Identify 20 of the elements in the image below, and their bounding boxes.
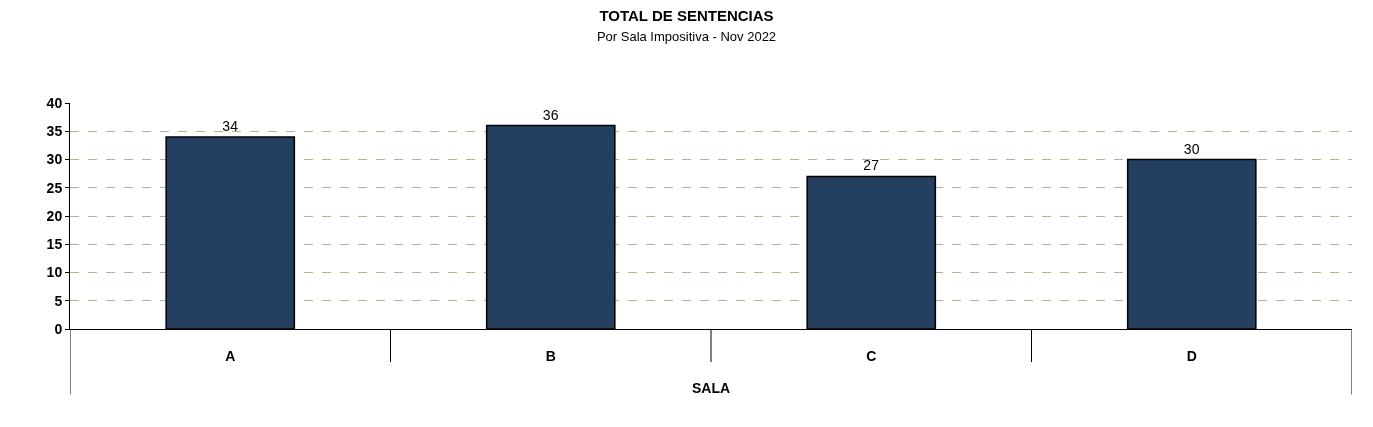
- chart-subtitle: Por Sala Impositiva - Nov 2022: [596, 28, 777, 44]
- x-tick-label: B: [545, 347, 556, 364]
- data-label: 34: [222, 117, 239, 134]
- chart-title: TOTAL DE SENTENCIAS: [599, 7, 774, 25]
- y-tick-label: 20: [46, 207, 63, 224]
- y-tick-label: 10: [46, 264, 63, 281]
- x-tick-label: A: [225, 347, 236, 364]
- y-tick-label: 5: [54, 292, 63, 309]
- y-tick-label: 15: [46, 236, 63, 253]
- x-tick-label: D: [1186, 347, 1197, 364]
- x-axis-title: SALA: [691, 380, 731, 397]
- y-tick-label: 30: [46, 151, 63, 168]
- x-tick-label: C: [866, 347, 877, 364]
- data-label: 36: [542, 106, 559, 123]
- y-tick-label: 35: [46, 123, 63, 140]
- y-tick-label: 40: [46, 94, 63, 111]
- y-tick-label: 25: [46, 179, 63, 196]
- data-label: 30: [1183, 140, 1200, 157]
- y-tick-label: 0: [54, 320, 63, 337]
- data-label: 27: [863, 157, 880, 174]
